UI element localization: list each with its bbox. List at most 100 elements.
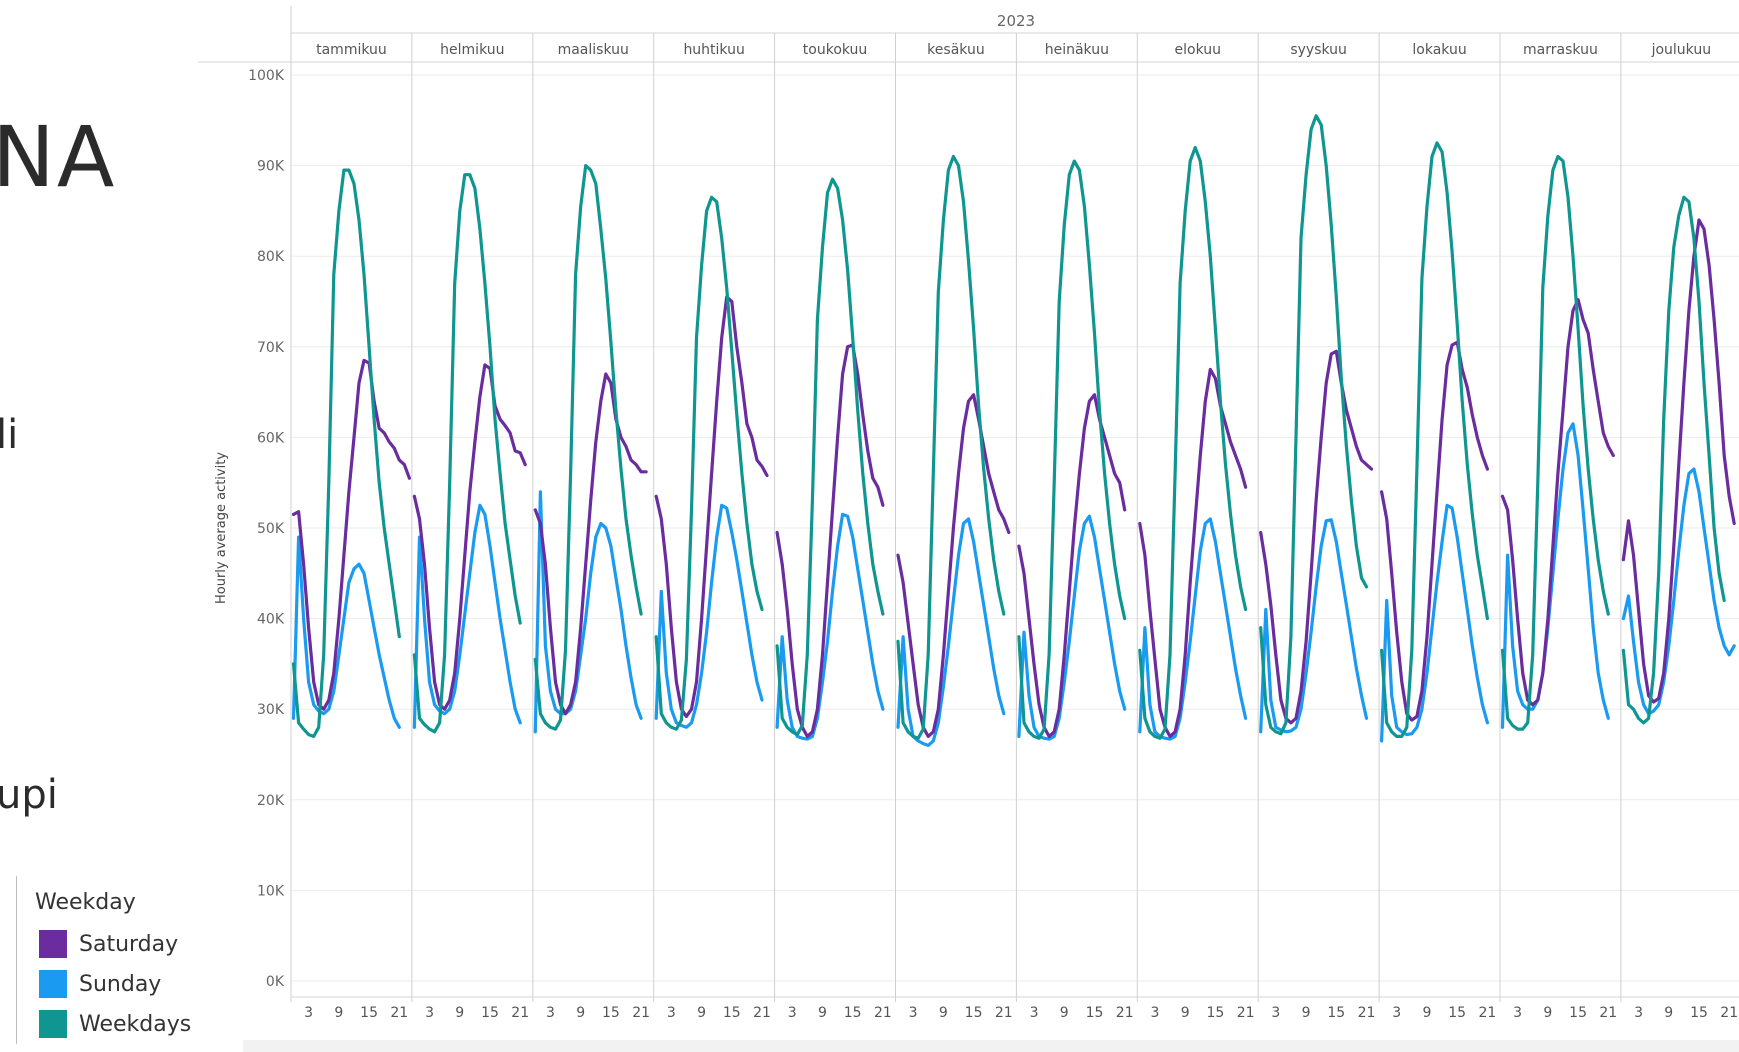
month-header: toukokuu	[803, 42, 868, 58]
x-tick-label: 21	[1116, 1005, 1134, 1021]
x-tick-label: 9	[1181, 1005, 1190, 1021]
x-tick-label: 15	[1690, 1005, 1708, 1021]
y-tick-label: 20K	[257, 793, 285, 809]
x-tick-label: 3	[1271, 1005, 1280, 1021]
x-tick-label: 3	[1634, 1005, 1643, 1021]
x-tick-label: 21	[753, 1005, 771, 1021]
series-line-sunday	[412, 503, 522, 729]
x-tick-label: 9	[1422, 1005, 1431, 1021]
month-header: huhtikuu	[683, 42, 744, 58]
x-tick-label: 9	[1543, 1005, 1552, 1021]
series-line-saturday	[1017, 393, 1127, 738]
x-tick-label: 15	[481, 1005, 499, 1021]
x-tick-label: 3	[1030, 1005, 1039, 1021]
month-header: tammikuu	[316, 42, 387, 58]
series-line-saturday	[775, 343, 885, 738]
series-line-weekdays	[533, 164, 643, 731]
x-tick-label: 21	[1478, 1005, 1496, 1021]
x-tick-label: 15	[602, 1005, 620, 1021]
month-header: marraskuu	[1523, 42, 1598, 58]
series-line-weekdays	[291, 168, 401, 738]
x-tick-label: 21	[1599, 1005, 1617, 1021]
y-tick-label: 30K	[257, 702, 285, 718]
x-tick-label: 21	[1237, 1005, 1255, 1021]
series-line-saturday	[291, 358, 411, 711]
month-header: syyskuu	[1290, 42, 1347, 58]
series-line-weekdays	[1017, 159, 1127, 740]
x-tick-label: 3	[1513, 1005, 1522, 1021]
month-header: joulukuu	[1651, 42, 1712, 58]
legend-item-sunday[interactable]: Sunday	[39, 968, 161, 1000]
x-tick-label: 21	[511, 1005, 529, 1021]
legend-swatch	[39, 1010, 67, 1038]
x-tick-label: 15	[1569, 1005, 1587, 1021]
slide-text-fragment: upi	[0, 772, 58, 818]
series-line-sunday	[1500, 422, 1610, 729]
x-tick-label: 3	[1150, 1005, 1159, 1021]
scrollbar-track[interactable]	[243, 1040, 1739, 1052]
x-tick-label: 9	[939, 1005, 948, 1021]
y-tick-label: 70K	[257, 340, 285, 356]
x-tick-label: 3	[1392, 1005, 1401, 1021]
x-tick-label: 15	[1448, 1005, 1466, 1021]
legend-label: Saturday	[79, 931, 179, 957]
x-tick-label: 3	[667, 1005, 676, 1021]
y-tick-label: 40K	[257, 612, 285, 628]
x-tick-label: 15	[723, 1005, 741, 1021]
series-line-weekdays	[412, 173, 522, 734]
x-tick-label: 15	[1086, 1005, 1104, 1021]
x-tick-label: 21	[1720, 1005, 1738, 1021]
x-tick-label: 3	[304, 1005, 313, 1021]
series-line-weekdays	[896, 154, 1006, 740]
x-tick-label: 15	[1327, 1005, 1345, 1021]
y-tick-label: 80K	[257, 249, 285, 265]
series-line-weekdays	[1500, 154, 1610, 731]
month-header: elokuu	[1175, 42, 1222, 58]
series-line-sunday	[1621, 467, 1736, 716]
slide-heading-fragment: NA	[0, 108, 117, 206]
series-line-saturday	[896, 393, 1011, 738]
month-header: kesäkuu	[927, 42, 985, 58]
x-tick-label: 3	[425, 1005, 434, 1021]
legend-title: Weekday	[35, 890, 136, 915]
y-tick-label: 90K	[257, 159, 285, 175]
x-tick-label: 21	[874, 1005, 892, 1021]
month-header: lokakuu	[1412, 42, 1466, 58]
x-tick-label: 3	[546, 1005, 555, 1021]
y-tick-label: 60K	[257, 430, 285, 446]
series-line-saturday	[1138, 367, 1248, 738]
series-line-weekdays	[1138, 145, 1248, 740]
x-tick-label: 9	[1060, 1005, 1069, 1021]
x-tick-label: 3	[788, 1005, 797, 1021]
x-tick-label: 21	[632, 1005, 650, 1021]
series-line-sunday	[1138, 517, 1248, 741]
x-tick-label: 15	[360, 1005, 378, 1021]
legend-item-weekdays[interactable]: Weekdays	[39, 1008, 191, 1040]
y-tick-label: 10K	[257, 883, 285, 899]
x-tick-label: 9	[455, 1005, 464, 1021]
x-tick-label: 15	[965, 1005, 983, 1021]
month-header: helmikuu	[440, 42, 504, 58]
chart-title: 2023	[997, 12, 1035, 30]
legend-label: Sunday	[79, 971, 162, 997]
legend-item-saturday[interactable]: Saturday	[39, 928, 178, 960]
y-tick-label: 100K	[248, 68, 285, 84]
series-line-saturday	[412, 363, 527, 711]
legend-swatch	[39, 930, 67, 958]
x-tick-label: 9	[1664, 1005, 1673, 1021]
x-tick-label: 21	[1358, 1005, 1376, 1021]
series-line-weekdays	[1259, 114, 1369, 736]
series-line-weekdays	[775, 177, 885, 737]
series-line-weekdays	[1621, 195, 1726, 725]
series-line-sunday	[654, 503, 764, 729]
series-line-saturday	[654, 295, 769, 718]
x-tick-label: 9	[576, 1005, 585, 1021]
month-header: heinäkuu	[1045, 42, 1109, 58]
series-line-saturday	[533, 372, 648, 716]
legend-label: Weekdays	[79, 1011, 192, 1037]
series-line-sunday	[1259, 518, 1369, 734]
series-line-sunday	[1380, 503, 1489, 743]
x-tick-label: 15	[844, 1005, 862, 1021]
x-tick-label: 15	[1206, 1005, 1224, 1021]
